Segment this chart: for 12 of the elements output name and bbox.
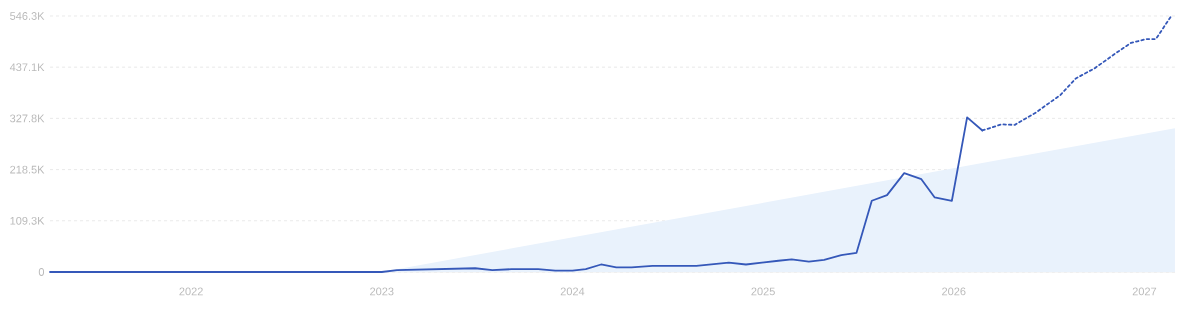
x-tick-label: 2027 xyxy=(1132,287,1157,296)
y-tick-label: 109.3K xyxy=(10,216,45,225)
x-tick-label: 2024 xyxy=(560,287,585,296)
y-tick-label: 327.8K xyxy=(10,114,45,123)
y-tick-label: 437.1K xyxy=(9,63,45,72)
x-tick-label: 2023 xyxy=(370,287,394,296)
x-tick-label: 2026 xyxy=(942,287,966,296)
y-tick-label: 0 xyxy=(38,268,45,276)
x-tick-label: 2025 xyxy=(751,287,775,296)
y-tick-label: 218.5K xyxy=(10,165,45,174)
x-tick-label: 2022 xyxy=(179,287,203,296)
y-tick-label: 546.3K xyxy=(10,12,45,20)
